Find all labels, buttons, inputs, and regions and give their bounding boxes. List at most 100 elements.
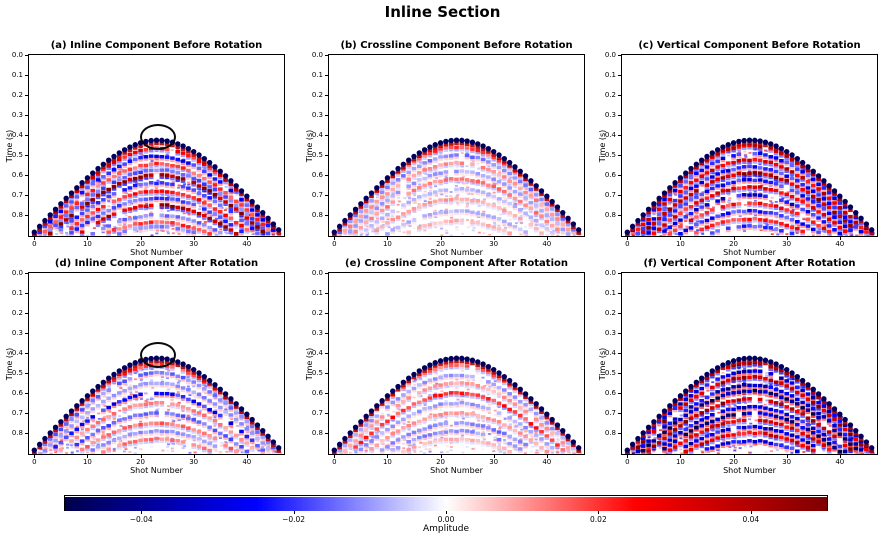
xtick-label: 10 <box>382 240 392 248</box>
xtick-mark <box>387 455 389 458</box>
ytick-label: 0.7 <box>604 408 616 417</box>
ytick-mark <box>25 293 28 294</box>
x-axis-label: Shot Number <box>723 248 776 257</box>
ytick-label: 0.1 <box>311 70 323 79</box>
colorbar-tick-mark <box>750 511 752 514</box>
ytick-label: 0.6 <box>604 388 616 397</box>
xtick-mark <box>334 237 336 240</box>
ytick-mark <box>25 135 28 136</box>
ytick-label: 0.3 <box>11 110 23 119</box>
ytick-mark <box>325 175 328 176</box>
amplitude-colorbar <box>64 495 828 511</box>
xtick-mark <box>627 237 629 240</box>
ytick-label: 0.4 <box>311 348 323 357</box>
xtick-mark <box>839 455 841 458</box>
colorbar-tick-mark <box>446 511 447 514</box>
ytick-label: 0.5 <box>311 368 323 377</box>
panel-title-f: (f) Vertical Component After Rotation <box>643 258 856 269</box>
x-axis-label: Shot Number <box>723 466 776 475</box>
xtick-label: 40 <box>542 240 552 248</box>
ytick-mark <box>325 115 328 116</box>
ytick-label: 0.2 <box>11 90 23 99</box>
xtick-mark <box>440 455 442 458</box>
xtick-mark <box>87 455 89 458</box>
panel-title-c: (c) Vertical Component Before Rotation <box>638 40 861 51</box>
ytick-mark <box>325 373 328 374</box>
ytick-label: 0.8 <box>604 210 616 219</box>
ytick-mark <box>618 55 621 56</box>
ytick-mark <box>325 55 328 56</box>
ytick-label: 0.1 <box>311 288 323 297</box>
ytick-label: 0.7 <box>604 190 616 199</box>
ytick-mark <box>25 393 28 394</box>
panel-c-plot <box>621 54 878 237</box>
xtick-label: 20 <box>436 458 446 466</box>
ytick-mark <box>618 373 621 374</box>
ytick-label: 0.7 <box>311 190 323 199</box>
y-axis-label: Time (s) <box>5 347 14 380</box>
xtick-mark <box>440 237 442 240</box>
y-axis-label: Time (s) <box>305 347 314 380</box>
xtick-label: 20 <box>436 240 446 248</box>
ytick-mark <box>325 135 328 136</box>
ytick-label: 0.5 <box>311 150 323 159</box>
ytick-mark <box>618 115 621 116</box>
ytick-label: 0.8 <box>311 428 323 437</box>
ytick-label: 0.5 <box>604 368 616 377</box>
xtick-label: 30 <box>489 240 499 248</box>
ytick-label: 0.2 <box>11 308 23 317</box>
ytick-mark <box>25 215 28 216</box>
ytick-label: 0.4 <box>604 130 616 139</box>
ytick-label: 0.3 <box>311 110 323 119</box>
ytick-label: 0.0 <box>11 50 23 59</box>
xtick-label: 40 <box>835 458 845 466</box>
xtick-mark <box>193 237 195 240</box>
ytick-label: 0.6 <box>311 388 323 397</box>
xtick-mark <box>246 455 248 458</box>
xtick-mark <box>546 455 548 458</box>
xtick-label: 20 <box>136 240 146 248</box>
ytick-mark <box>325 333 328 334</box>
seismic-image-canvas-e <box>329 273 584 454</box>
ytick-mark <box>25 155 28 156</box>
ytick-mark <box>25 75 28 76</box>
y-axis-label: Time (s) <box>598 129 607 162</box>
ytick-label: 0.1 <box>604 70 616 79</box>
xtick-label: 0 <box>32 240 37 248</box>
ytick-label: 0.1 <box>11 288 23 297</box>
ytick-mark <box>618 95 621 96</box>
xtick-mark <box>87 237 89 240</box>
seismic-image-canvas-f <box>622 273 877 454</box>
ytick-label: 0.2 <box>311 308 323 317</box>
ytick-label: 0.6 <box>11 170 23 179</box>
ytick-mark <box>618 215 621 216</box>
xtick-mark <box>680 455 682 458</box>
apex-annotation-ellipse <box>139 342 176 368</box>
panel-b-plot <box>328 54 585 237</box>
ytick-mark <box>25 95 28 96</box>
panel-a-plot <box>28 54 285 237</box>
xtick-mark <box>246 237 248 240</box>
xtick-label: 40 <box>542 458 552 466</box>
seismic-image-canvas-b <box>329 55 584 236</box>
ytick-label: 0.6 <box>311 170 323 179</box>
ytick-label: 0.2 <box>604 308 616 317</box>
ytick-label: 0.4 <box>604 348 616 357</box>
xtick-label: 10 <box>382 458 392 466</box>
panel-f-plot <box>621 272 878 455</box>
xtick-mark <box>493 237 495 240</box>
xtick-mark <box>334 455 336 458</box>
xtick-label: 10 <box>675 240 685 248</box>
ytick-mark <box>618 155 621 156</box>
ytick-label: 0.2 <box>311 90 323 99</box>
xtick-mark <box>387 237 389 240</box>
ytick-label: 0.0 <box>311 268 323 277</box>
colorbar-tick-label: −0.04 <box>129 515 153 524</box>
ytick-label: 0.3 <box>604 328 616 337</box>
ytick-mark <box>618 293 621 294</box>
xtick-mark <box>140 455 142 458</box>
xtick-mark <box>34 237 36 240</box>
ytick-mark <box>618 75 621 76</box>
xtick-label: 40 <box>242 240 252 248</box>
